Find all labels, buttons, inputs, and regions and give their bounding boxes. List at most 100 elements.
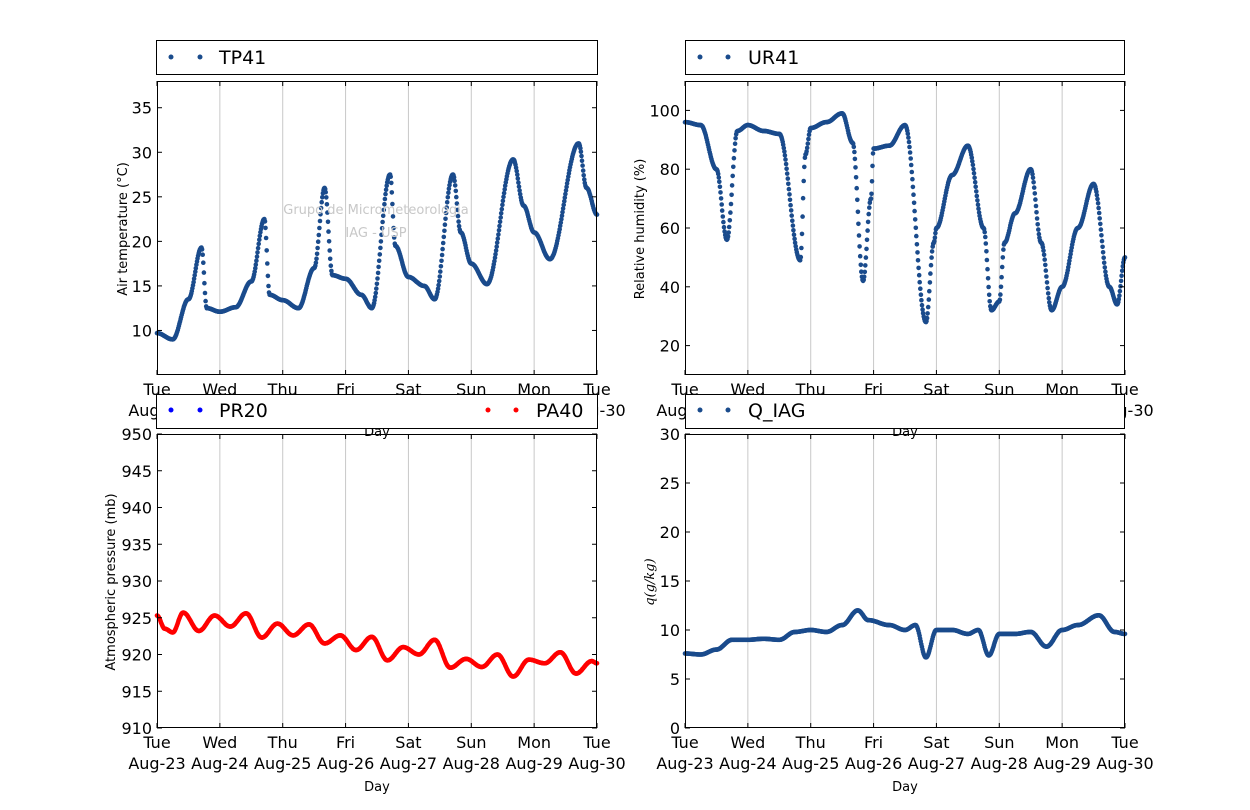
data-point (442, 222, 448, 227)
data-point (920, 307, 925, 312)
data-point (436, 282, 441, 288)
data-point (909, 169, 915, 175)
data-point (788, 202, 793, 208)
data-point (1030, 175, 1036, 181)
data-point (325, 210, 330, 215)
data-point (493, 248, 499, 253)
data-point (1118, 283, 1123, 289)
data-point (915, 258, 921, 263)
data-point (725, 234, 731, 239)
legend-label-pa40: PA40 (536, 400, 583, 422)
data-point (984, 257, 990, 263)
data-point (929, 249, 935, 254)
data-point (383, 191, 388, 197)
data-point (870, 163, 875, 169)
data-point (787, 192, 792, 197)
data-point (564, 184, 569, 190)
data-point (502, 187, 508, 192)
data-point (806, 132, 812, 137)
data-point (496, 232, 501, 237)
data-point (456, 223, 462, 229)
data-point (501, 190, 507, 196)
data-point (452, 178, 457, 184)
data-point (1035, 222, 1040, 227)
data-point (501, 194, 506, 200)
data-point (716, 175, 722, 180)
legend-marker (725, 407, 731, 413)
data-point (443, 210, 449, 216)
data-point (865, 228, 870, 233)
y-tick-label: 15 (132, 277, 152, 296)
data-point (380, 219, 385, 225)
data-point (254, 254, 260, 259)
data-point (719, 202, 724, 207)
data-point (972, 179, 978, 185)
data-point (910, 176, 915, 182)
data-point (1095, 201, 1101, 206)
legend-marker (168, 54, 174, 60)
data-point (559, 216, 564, 222)
y-axis-label: q(g/kg) (643, 558, 658, 605)
data-point (257, 233, 263, 239)
legend-marker (697, 407, 703, 413)
data-point (914, 233, 919, 239)
data-point (986, 284, 991, 290)
data-point (1031, 180, 1036, 185)
x-tick-label-date: Aug-25 (782, 754, 839, 773)
data-point (867, 205, 872, 210)
legend-frame (156, 40, 598, 75)
data-point (435, 286, 441, 292)
data-point (495, 236, 501, 241)
legend-label-pr20: PR20 (219, 400, 268, 422)
data-point (580, 163, 585, 168)
data-point (852, 149, 857, 155)
data-point (502, 183, 508, 189)
data-point (928, 262, 934, 268)
legend-marker (513, 407, 519, 413)
x-tick-label-day: Sun (984, 733, 1014, 752)
data-point (390, 201, 395, 207)
data-point (728, 201, 734, 207)
data-point (580, 168, 586, 173)
data-point (390, 214, 396, 219)
data-point (379, 232, 384, 238)
data-point (1117, 293, 1122, 298)
x-tick-label-day: Wed (730, 733, 765, 752)
data-point (905, 131, 911, 137)
data-point (906, 139, 912, 145)
legend: TP41 (156, 40, 598, 75)
data-point (323, 189, 329, 195)
data-point (925, 304, 931, 310)
data-point (975, 202, 981, 207)
data-point (800, 214, 805, 219)
data-point (255, 250, 260, 255)
legend-frame (156, 394, 598, 429)
data-point (717, 179, 722, 185)
data-point (1043, 268, 1049, 273)
x-tick-label-day: Thu (795, 733, 826, 752)
data-point (1030, 171, 1035, 177)
x-tick-label-day: Wed (202, 733, 237, 752)
y-tick-label: 910 (121, 719, 152, 738)
legend-marker (197, 407, 203, 413)
data-point (1045, 285, 1050, 291)
data-point (870, 151, 876, 156)
y-tick-label: 920 (121, 646, 152, 665)
data-point (715, 171, 721, 177)
data-point (1120, 264, 1126, 269)
data-point (442, 228, 447, 234)
data-point (201, 260, 206, 266)
data-point (908, 162, 914, 168)
data-point (1099, 233, 1104, 238)
data-point (717, 184, 723, 190)
data-point (315, 239, 321, 244)
data-point (782, 153, 788, 158)
data-point (384, 183, 390, 189)
data-point (910, 184, 916, 190)
data-point (326, 229, 331, 234)
data-point (999, 264, 1005, 270)
data-point (911, 192, 916, 197)
data-point (1101, 255, 1106, 260)
x-axis-label: Day (892, 780, 918, 795)
data-point (374, 281, 380, 287)
